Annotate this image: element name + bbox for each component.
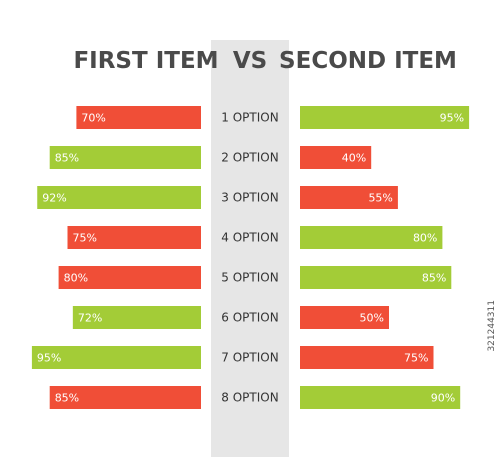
right-bar-label: 40% (342, 152, 366, 165)
category-label: 5 OPTION (221, 271, 278, 285)
left-bar (49, 146, 202, 169)
watermark-id: 321244311 (487, 300, 497, 352)
right-bar-label: 85% (422, 272, 446, 285)
right-bar (300, 186, 398, 209)
left-bar (76, 106, 201, 129)
left-bar (49, 386, 202, 409)
right-series: 95% 40% 55% 80% 85% 50% 75% 90% (300, 106, 470, 409)
right-bar-label: 50% (360, 312, 384, 325)
left-bar (58, 266, 201, 289)
category-label: 8 OPTION (221, 391, 278, 405)
left-bar-label: 85% (55, 152, 79, 165)
left-bar-label: 85% (55, 392, 79, 405)
right-bar-label: 55% (368, 192, 392, 205)
right-title: SECOND ITEM (279, 48, 457, 74)
left-bar-label: 80% (64, 272, 88, 285)
left-bar (37, 186, 201, 209)
left-bar-label: 72% (78, 312, 102, 325)
right-bar (300, 346, 434, 369)
right-bar (300, 146, 372, 169)
right-bar (300, 226, 443, 249)
left-title: FIRST ITEM (73, 48, 218, 74)
right-bar (300, 106, 470, 129)
right-bar (300, 266, 452, 289)
left-bar-label: 92% (42, 192, 66, 205)
left-bar (31, 346, 202, 369)
right-bar-label: 75% (404, 352, 428, 365)
left-bar (67, 226, 201, 249)
right-bar-label: 95% (440, 112, 464, 125)
left-bar-label: 95% (37, 352, 61, 365)
left-bar-label: 70% (81, 112, 105, 125)
category-label: 3 OPTION (221, 191, 278, 205)
right-bar-label: 90% (431, 392, 455, 405)
right-bar-label: 80% (413, 232, 437, 245)
category-label: 7 OPTION (221, 351, 278, 365)
right-bar (300, 306, 389, 329)
right-bar (300, 386, 461, 409)
category-labels: 1 OPTION 2 OPTION 3 OPTION 4 OPTION 5 OPTION… (221, 111, 278, 405)
category-label: 4 OPTION (221, 231, 278, 245)
center-panel (211, 40, 289, 457)
category-label: 2 OPTION (221, 151, 278, 165)
left-series: 70% 85% 92% 75% 80% 72% 95% 85% (31, 106, 202, 409)
category-label: 1 OPTION (221, 111, 278, 125)
chart-title: VS (233, 48, 267, 74)
category-label: 6 OPTION (221, 311, 278, 325)
left-bar-label: 75% (73, 232, 97, 245)
left-bar (72, 306, 201, 329)
